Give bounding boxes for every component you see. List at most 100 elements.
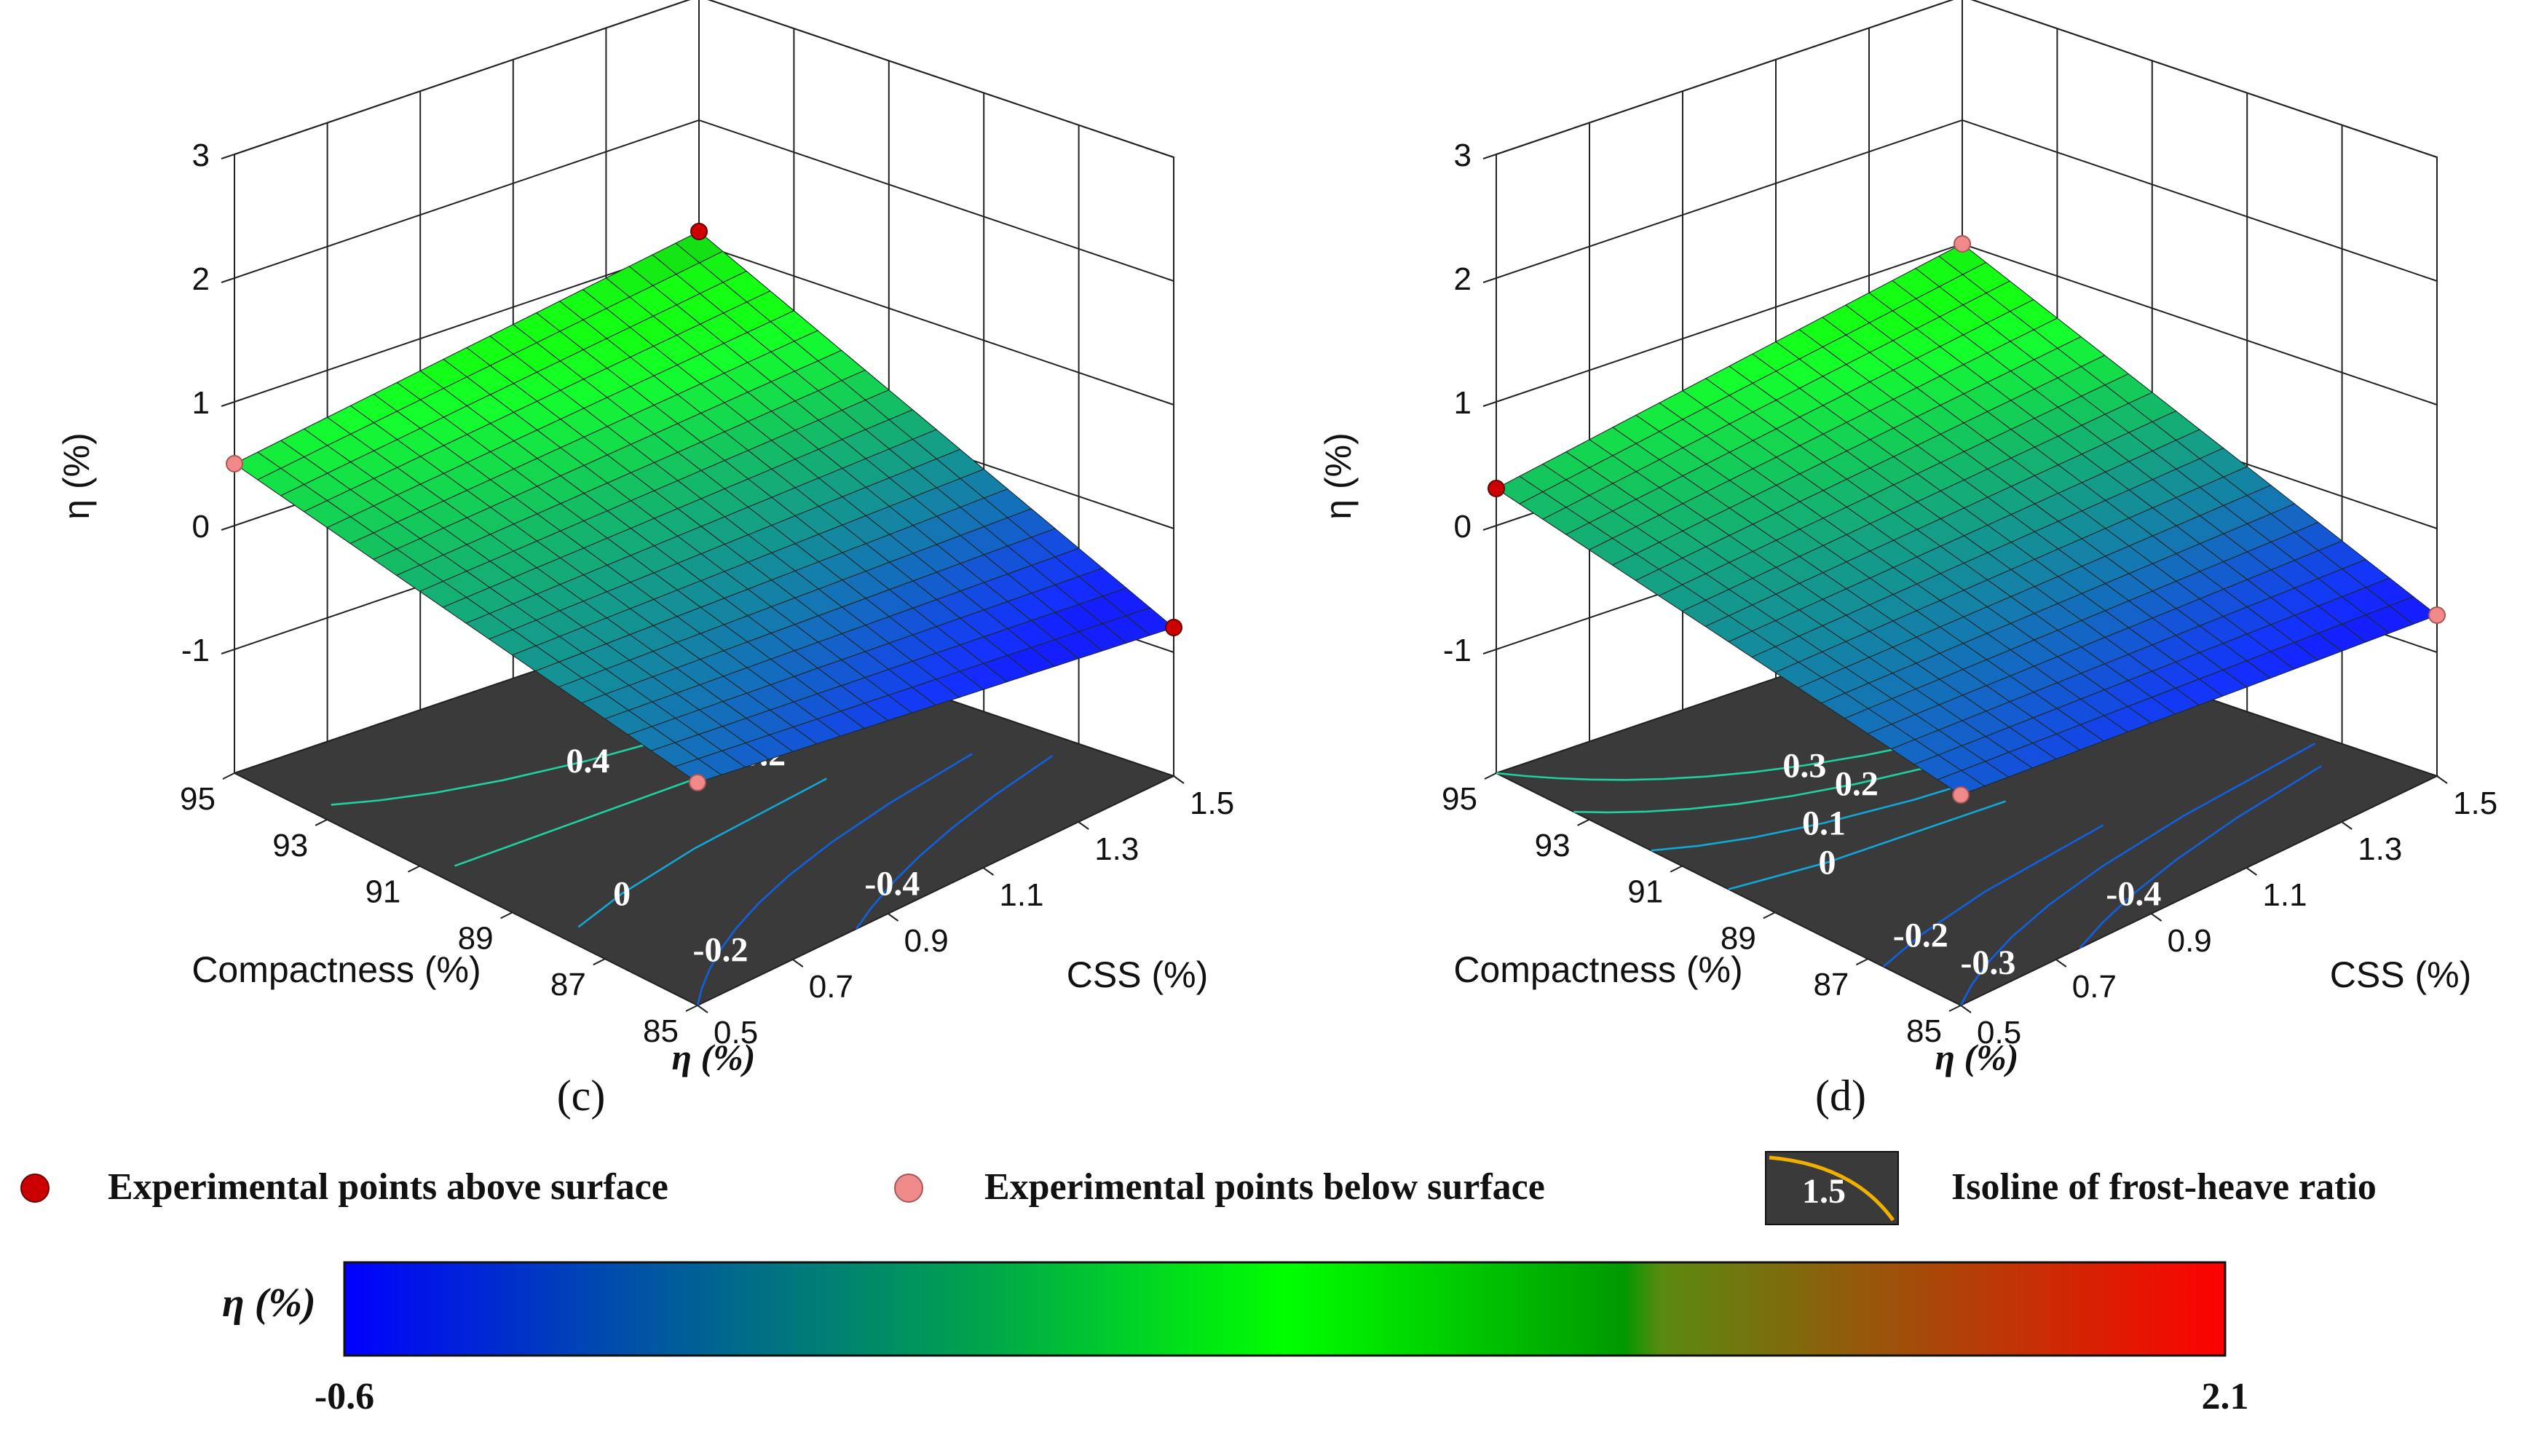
isoline-label: 0.4 (566, 742, 609, 780)
y-tick-label: 91 (1627, 874, 1663, 910)
x-tick-mark (2055, 959, 2067, 968)
x-tick-label: 0.9 (904, 923, 949, 959)
y-tick-label: 89 (458, 920, 494, 956)
isoline-label: 0 (613, 875, 631, 914)
z-tick-mark (1482, 277, 1497, 283)
x-tick-label: 0.5 (714, 1015, 758, 1051)
y-tick-label: 95 (1442, 781, 1477, 817)
wall-z-gridline (234, 0, 1174, 158)
y-tick-mark (407, 865, 420, 873)
floor-label: η (%) (1935, 1037, 2019, 1077)
legend-isoline-swatch (1765, 1151, 1899, 1225)
x-tick-label: 0.9 (2168, 923, 2212, 959)
x-tick-mark (792, 959, 804, 968)
x-tick-mark (2436, 775, 2448, 784)
x-tick-mark (2341, 821, 2353, 830)
y-tick-mark (593, 958, 606, 966)
x-tick-mark (888, 913, 899, 922)
z-tick-mark (1482, 649, 1497, 654)
wall-z-gridline (234, 119, 1174, 282)
x-tick-mark (697, 1005, 708, 1013)
legend-above-label: Experimental points above surface (108, 1166, 668, 1208)
y-tick-mark (1855, 958, 1868, 966)
x-tick-label: 1.1 (2262, 877, 2307, 913)
y-axis-label: Compactness (%) (191, 949, 481, 990)
z-tick-label: 2 (192, 261, 210, 297)
x-tick-mark (2245, 867, 2257, 876)
colorbar: η (%) -0.6 2.1 (222, 1261, 2249, 1417)
y-tick-mark (1763, 911, 1776, 919)
x-tick-label: 0.5 (1977, 1015, 2021, 1051)
isoline (696, 753, 973, 1006)
y-tick-mark (1948, 1005, 1962, 1012)
x-tick-label: 1.3 (1094, 831, 1139, 867)
x-tick-label: 1.3 (2358, 831, 2402, 867)
z-tick-mark (221, 401, 235, 407)
colorbar-min-label: -0.6 (315, 1376, 374, 1417)
z-tick-label: -1 (1443, 633, 1472, 668)
surface-mesh (233, 231, 1175, 783)
y-tick-label: 89 (1721, 920, 1756, 956)
surface-mesh (1495, 243, 2438, 796)
wall-z-gridline (1496, 0, 2438, 158)
z-tick-label: 0 (192, 509, 210, 545)
y-tick-mark (315, 818, 328, 826)
legend-isoline-label: Isoline of frost-heave ratio (1951, 1166, 2377, 1208)
experimental-point-above (1165, 619, 1182, 636)
y-tick-label: 93 (1535, 828, 1571, 863)
z-tick-mark (221, 525, 235, 531)
y-tick-mark (222, 772, 235, 780)
isoline (577, 778, 827, 928)
isoline (1959, 743, 2316, 1006)
y-tick-label: 85 (1906, 1013, 1942, 1049)
experimental-point-above (1488, 480, 1505, 497)
y-axis-label: Compactness (%) (1453, 949, 1742, 990)
z-tick-label: 0 (1454, 509, 1472, 545)
x-tick-label: 1.5 (2453, 786, 2497, 821)
x-tick-label: 1.5 (1190, 786, 1234, 821)
isoline-label: 0.2 (1835, 765, 1879, 804)
experimental-point-below (689, 774, 706, 791)
x-tick-label: 1.1 (999, 877, 1043, 913)
z-tick-label: 3 (192, 138, 210, 173)
y-tick-label: 87 (1813, 967, 1849, 1002)
legend-below-marker (894, 1174, 923, 1203)
y-tick-mark (1577, 818, 1590, 826)
isoline (1651, 759, 2043, 852)
isoline (855, 755, 1054, 930)
z-tick-label: 1 (1454, 385, 1472, 421)
x-tick-label: 0.7 (2072, 969, 2117, 1005)
z-tick-mark (1482, 401, 1497, 407)
x-tick-mark (982, 867, 994, 876)
floor-label: η (%) (672, 1037, 756, 1077)
legend-isoline-sample: 1.5 (1802, 1172, 1846, 1211)
colorbar-label: η (%) (222, 1281, 316, 1326)
z-tick-label: 2 (1454, 261, 1472, 297)
isoline-label: 0.1 (1802, 804, 1846, 843)
caption-c: (c) (557, 1072, 606, 1120)
z-axis-label: η (%) (56, 432, 97, 519)
z-tick-mark (221, 154, 235, 159)
isoline-label: -0.2 (1893, 916, 1948, 954)
x-axis-label: CSS (%) (2330, 954, 2471, 995)
isoline-label: -0.4 (2106, 875, 2161, 914)
experimental-point-below (1954, 235, 1971, 253)
legend-isoline-curve (1769, 1155, 1895, 1222)
isoline (2079, 764, 2322, 949)
experimental-point-below (2428, 606, 2446, 624)
z-tick-mark (1482, 525, 1497, 531)
x-tick-mark (1173, 775, 1185, 784)
y-tick-label: 85 (643, 1013, 679, 1049)
isoline-label: 0 (1819, 844, 1836, 882)
z-tick-label: 1 (192, 385, 210, 421)
z-axis-label: η (%) (1318, 432, 1359, 519)
legend-below-label: Experimental points below surface (984, 1166, 1545, 1208)
x-tick-mark (1960, 1005, 1972, 1013)
z-tick-mark (221, 649, 235, 654)
z-tick-mark (1482, 154, 1497, 159)
x-tick-label: 0.7 (809, 969, 853, 1005)
experimental-point-above (690, 223, 708, 240)
